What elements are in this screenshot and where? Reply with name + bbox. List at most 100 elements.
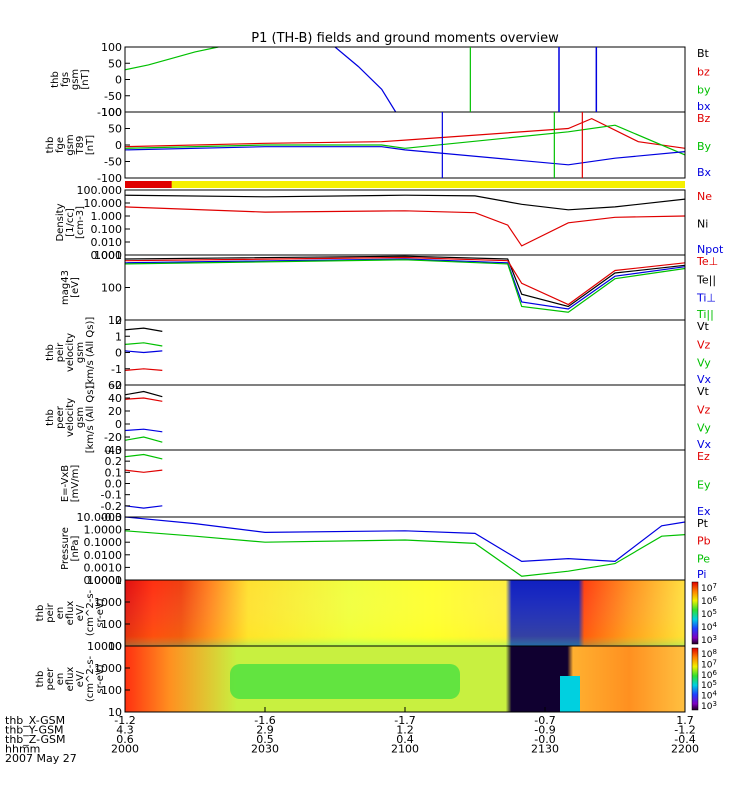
ytick-label-efield: 0.1 — [105, 466, 123, 479]
series-thb-peer-velocity-gsm-vy — [124, 436, 163, 443]
series-thb-fgs-gsm-nt--by — [124, 46, 219, 71]
legend-press-pe: Pe — [697, 552, 710, 565]
ytick-label-temp: 1000 — [94, 249, 122, 262]
xaxis-value-thbzgsm: -0.0 — [534, 733, 555, 746]
ylabel-line: sr-eV) — [95, 664, 106, 693]
legend-fgs-bz: bz — [697, 65, 710, 78]
colorbar-label-peirspec: 104 — [701, 621, 717, 633]
ylabel-line: eV/ — [75, 604, 86, 621]
xaxis-value-thbzgsm: 0.6 — [116, 733, 134, 746]
ylabel-line: en — [55, 607, 66, 620]
xaxis-value-thbygsm: 4.3 — [116, 724, 134, 737]
ylabel-line: [nT] — [85, 135, 96, 155]
series-thb-fge-gsm-t89-nt--bx — [124, 146, 686, 166]
ytick-label-density: 1.000 — [91, 210, 123, 223]
colorbar-label-peirspec: 103 — [701, 634, 717, 646]
colorbar-label-peirspec: 105 — [701, 608, 717, 620]
peir-spectrogram-shade — [125, 580, 685, 646]
ylabel-line: (cm^2-s- — [85, 589, 96, 636]
ytick-label-press: 0.0100 — [84, 549, 123, 562]
colorbar-label-peirspec: 107 — [701, 582, 717, 594]
ylabel-peirv: thb peir velocity gsm [km/s (All Qs)] — [45, 317, 96, 389]
ytick-label-fgl: 100 — [101, 106, 122, 119]
legend-fgl-bz: Bz — [697, 112, 711, 125]
legend-fgs-bt: Bt — [697, 47, 710, 60]
colorbar-peerspec — [691, 647, 699, 711]
series-pressure-npa--pe — [124, 530, 686, 577]
legend-peerv-vy: Vy — [697, 422, 711, 435]
ylabel-line: thb — [45, 409, 56, 426]
xaxis-value-thbxgsm: 1.7 — [676, 714, 694, 727]
xaxis-value-thbygsm: 1.2 — [396, 724, 414, 737]
xaxis-value-hhmm: 2200 — [671, 743, 699, 756]
xaxis-value-thbxgsm: -1.2 — [114, 714, 135, 727]
ylabel-fgs: thb fgs gsm [nT] — [50, 69, 91, 90]
legend-peerv-vt: Vt — [697, 385, 710, 398]
ylabel-line: en — [55, 673, 66, 686]
ytick-label-efield: -0.1 — [101, 489, 122, 502]
ylabel-line: thb — [45, 344, 56, 361]
peer-spectrogram-green-band — [230, 664, 460, 699]
colorbar-label-peerspec: 104 — [701, 690, 717, 702]
ytick-label-peirv: 1 — [115, 330, 122, 343]
ytick-label-temp: 100 — [101, 282, 122, 295]
ylabel-line: Density — [55, 203, 66, 241]
series-thb-fge-gsm-t89-nt--bz — [124, 117, 686, 149]
colorbar-peirspec — [691, 581, 699, 645]
chart-title: P1 (TH-B) fields and ground moments over… — [251, 31, 559, 46]
ylabel-line: peir — [55, 342, 66, 362]
ytick-label-peirspec: 1000 — [94, 596, 122, 609]
ylabel-line: thb — [35, 605, 46, 622]
mode-bar — [125, 181, 685, 188]
ytick-label-density: 0.001 — [91, 249, 123, 262]
ylabel-line: thb — [45, 137, 56, 154]
ytick-label-density: 10.000 — [84, 197, 123, 210]
ytick-label-efield: 0.3 — [105, 444, 123, 457]
ylabel-line: [km/s (All Qs)] — [85, 382, 96, 454]
ylabel-press: Pressure [nPa] — [60, 527, 81, 570]
series-mag43-ev--ti — [124, 258, 686, 310]
colorbar-label-peerspec: 107 — [701, 658, 717, 670]
ylabel-peirspec: thb peir en eflux eV/(cm^2-s-sr-eV) — [35, 589, 106, 636]
xaxis-value-thbygsm: -0.9 — [534, 724, 555, 737]
legend-efield-ey: Ey — [697, 479, 711, 492]
ylabel-line: E=-VxB — [60, 465, 71, 502]
ylabel-line: peir — [45, 602, 56, 622]
panel-frame-peirv — [124, 319, 686, 386]
ylabel-line: (cm^2-s- — [85, 655, 96, 702]
xaxis-value-thbzgsm: -0.4 — [674, 733, 695, 746]
ytick-label-fgl: 0 — [115, 139, 122, 152]
ylabel-line: [eV] — [70, 277, 81, 298]
ylabel-peerspec: thb peer en eflux eV/(cm^2-s-sr-eV) — [35, 655, 106, 702]
ytick-label-efield: 0.0 — [105, 478, 123, 491]
series-e-vxb-mv-m--ez — [124, 469, 163, 473]
ylabel-line: gsm — [65, 134, 76, 155]
ytick-label-peerspec: 100 — [101, 684, 122, 697]
legend-fgl-by: By — [697, 140, 712, 153]
panel-frame-fgs — [124, 46, 686, 113]
ylabel-line: velocity — [65, 333, 76, 372]
series-e-vxb-mv-m--ex — [124, 505, 163, 509]
ytick-label-peerspec: 10000 — [87, 640, 122, 653]
ylabel-line: gsm — [75, 342, 86, 363]
legend-peerv-vz: Vz — [697, 403, 711, 416]
mode-bar-burst — [125, 181, 172, 188]
xaxis-value-hhmm: 2030 — [251, 743, 279, 756]
series-mag43-ev--te — [124, 256, 686, 306]
peer-spectrogram-cyan-step — [560, 676, 580, 712]
ytick-label-press: 1.0000 — [84, 524, 123, 537]
ytick-label-fgs: -100 — [97, 106, 122, 119]
xaxis-value-thbzgsm: 0.4 — [396, 733, 414, 746]
ylabel-line: eflux — [65, 667, 76, 692]
ylabel-line: velocity — [65, 398, 76, 437]
xaxis-row-label-thbygsm: thb_Y-GSM — [5, 724, 64, 737]
panel-frame-temp — [124, 254, 686, 321]
xaxis-row-label-hhmm: hhmm — [5, 743, 40, 756]
ylabel-efield: E=-VxB [mV/m] — [60, 465, 81, 503]
ytick-label-peirspec: 10000 — [87, 574, 122, 587]
ylabel-line: T89 — [75, 136, 86, 156]
ylabel-line: [nPa] — [70, 535, 81, 561]
ylabel-line: [1/cc] — [65, 208, 76, 237]
ytick-label-peerv: 0 — [115, 418, 122, 431]
ylabel-line: [km/s (All Qs)] — [85, 317, 96, 389]
